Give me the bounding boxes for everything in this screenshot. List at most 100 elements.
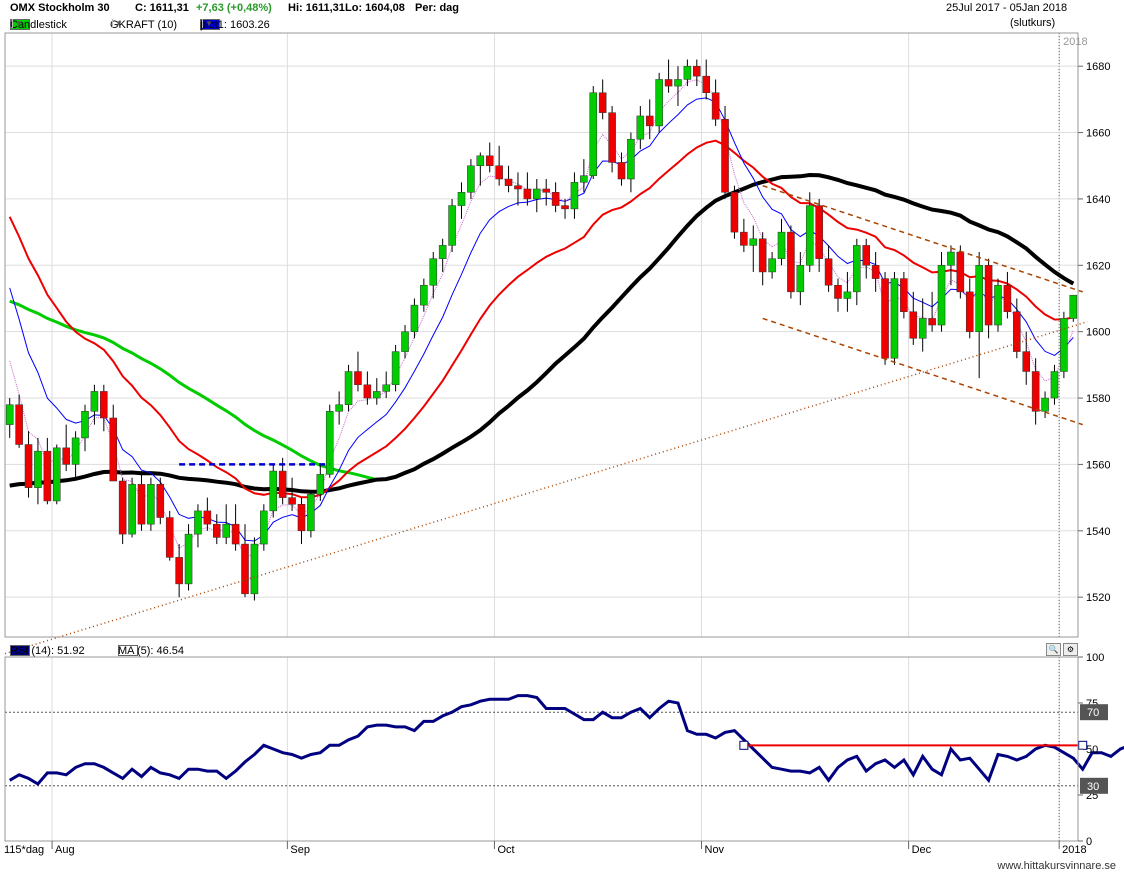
candle-body — [128, 484, 136, 535]
candle-body — [645, 115, 654, 127]
date-range: 25Jul 2017 - 05Jan 2018 — [946, 2, 1068, 14]
chart-title: OMX Stockholm 30 — [10, 2, 110, 14]
candle-body — [354, 371, 362, 386]
candle-body — [928, 318, 936, 326]
search-icon[interactable]: 🔍 — [1046, 643, 1061, 656]
candle-body — [683, 65, 692, 80]
legend-gkraft-label: GKRAFT (10) — [110, 19, 178, 31]
candle-body — [307, 494, 315, 532]
legend-ma-label: MA (5): 46.54 — [118, 645, 185, 657]
candle-body — [410, 304, 419, 332]
candle-body — [947, 251, 955, 266]
candle-body — [1013, 311, 1021, 352]
candle-body — [1041, 397, 1049, 412]
candle-body — [165, 517, 174, 558]
ema-red-line — [8, 139, 1074, 499]
candle-body — [890, 278, 899, 359]
candle-body — [269, 470, 278, 512]
candle-body — [693, 65, 701, 77]
candle-body — [288, 497, 296, 505]
candle-body — [100, 391, 108, 419]
candle-body — [523, 188, 532, 200]
legend-row: Candlestick ▼ GKRAFT (10) ▼ plot1: 1603.26… — [0, 15, 1124, 31]
rsi-y-tick-label: 50 — [1086, 744, 1098, 756]
candle-body — [260, 510, 268, 545]
candle-body — [373, 391, 381, 399]
rsi-line-handle — [739, 740, 749, 750]
candle-body — [655, 79, 663, 127]
candle-body — [627, 138, 635, 180]
candle-body — [674, 79, 682, 87]
candle-body — [900, 278, 908, 313]
candle-body — [184, 533, 193, 585]
x-tick-label: Aug — [55, 844, 75, 856]
rsi-grid — [5, 657, 1078, 841]
candle-body — [90, 391, 99, 412]
candle-body — [81, 411, 89, 439]
candle-body — [118, 480, 127, 535]
plot1-swatch — [200, 19, 220, 30]
candle-body — [711, 92, 720, 120]
candle-body — [250, 543, 259, 595]
candle-body — [787, 231, 795, 293]
rsi-swatch — [10, 645, 30, 656]
channel-lower-line — [762, 317, 1083, 426]
candle-body — [34, 450, 42, 488]
x-tick-label: Dec — [912, 844, 932, 856]
candle-body — [937, 265, 946, 326]
candle-body — [382, 384, 390, 392]
settings-icon[interactable]: ⚙ — [1063, 643, 1078, 656]
candle-body — [1060, 318, 1068, 372]
rsi-line — [8, 694, 1124, 786]
x-tick-label: Nov — [705, 844, 725, 856]
header-row: OMX Stockholm 30 C: 1611,31 +7,63 (+0,48… — [0, 0, 1124, 16]
legend-candlestick-label: Candlestick — [10, 19, 67, 31]
y-tick-label: 1640 — [1086, 194, 1110, 206]
ma-swatch — [118, 645, 138, 656]
y-tick-label: 1560 — [1086, 459, 1110, 471]
chevron-down-icon: ▼ — [112, 19, 123, 28]
y-tick-label: 1520 — [1086, 592, 1110, 604]
candle-body — [514, 185, 522, 190]
candle-body — [231, 523, 240, 545]
candle-body — [551, 192, 560, 206]
candle-body — [43, 450, 52, 502]
candle-body — [749, 238, 758, 246]
change-value: +7,63 (+0,48%) — [196, 2, 272, 14]
candle-body — [457, 192, 466, 206]
candle-body — [156, 484, 165, 518]
candle-body — [542, 188, 550, 193]
x-tick-label: 2018 — [1062, 844, 1086, 856]
candle-body — [608, 112, 616, 163]
candle-body — [15, 404, 23, 445]
candle-body — [1022, 351, 1031, 372]
candle-body — [109, 417, 118, 482]
candle-body — [589, 92, 598, 176]
candle-body — [768, 258, 776, 273]
candle-body — [241, 543, 249, 595]
candle-body — [815, 205, 823, 259]
candle-body — [702, 75, 710, 93]
price-panel-frame — [4, 32, 1079, 638]
candle-body — [777, 231, 786, 259]
candle-body — [984, 265, 993, 326]
candle-body — [495, 165, 503, 180]
candle-body — [212, 523, 221, 538]
annotations — [4, 184, 1088, 655]
candle-body — [965, 291, 974, 332]
y-tick-label: 1540 — [1086, 526, 1110, 538]
candle-body — [147, 484, 155, 525]
candles — [5, 59, 1078, 601]
candle-body — [598, 92, 607, 113]
candle-body — [862, 245, 871, 266]
candle-body — [137, 484, 146, 525]
trendline-support-line — [4, 321, 1088, 655]
candle-body — [871, 265, 880, 279]
candle-body — [222, 523, 230, 538]
candle-body — [664, 79, 673, 87]
candle-body — [909, 311, 918, 339]
candle-body — [467, 165, 475, 193]
candle-body — [71, 437, 80, 465]
y-tick-label: 1580 — [1086, 393, 1110, 405]
